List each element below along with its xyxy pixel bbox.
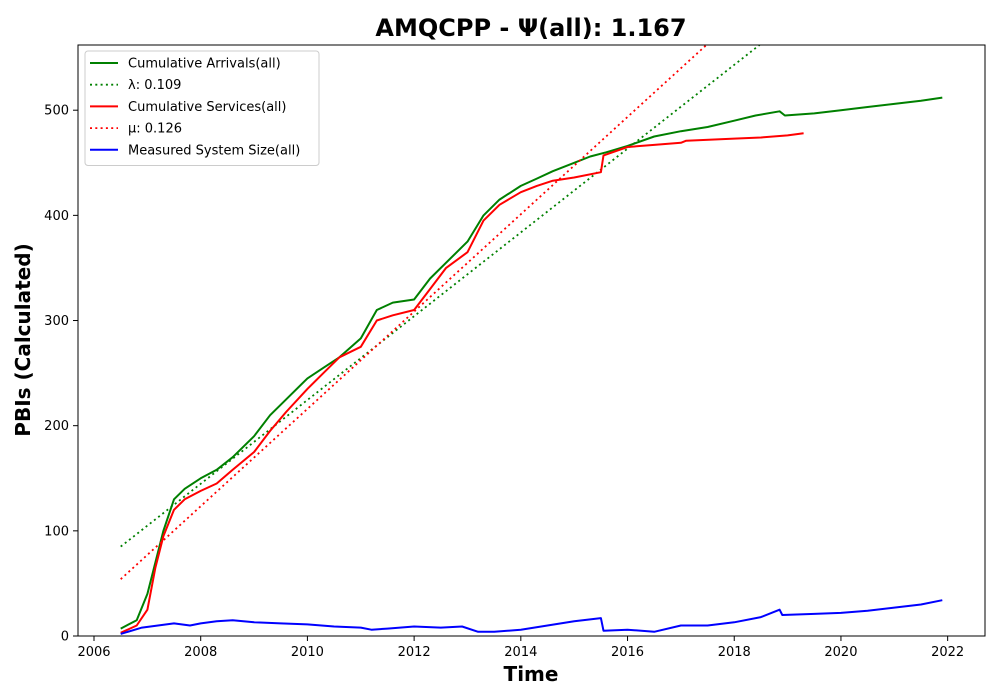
x-tick-label: 2012 bbox=[398, 645, 431, 660]
legend-label-0: Cumulative Arrivals(all) bbox=[128, 57, 281, 72]
y-tick-label: 100 bbox=[44, 524, 69, 539]
x-tick-label: 2018 bbox=[718, 645, 751, 660]
legend-label-4: Measured System Size(all) bbox=[128, 143, 300, 158]
series-line-0 bbox=[120, 96, 943, 630]
axes-frame bbox=[77, 44, 986, 637]
x-tick-label: 2016 bbox=[611, 645, 644, 660]
legend-box bbox=[84, 50, 320, 166]
y-axis-label: PBIs (Calculated) bbox=[11, 243, 35, 436]
plot-area: 2006 2008 2010 2012 2014 2016 2018 2020 2022 0 100… bbox=[44, 44, 986, 660]
x-tick-label: 2020 bbox=[824, 645, 857, 660]
legend-label-2: Cumulative Services(all) bbox=[128, 100, 286, 115]
series-line-4 bbox=[120, 599, 943, 635]
y-tick-label: 200 bbox=[44, 419, 69, 434]
chart-title: AMQCPP - Ψ(all): 1.167 bbox=[375, 14, 686, 42]
series-group bbox=[120, 45, 943, 635]
x-tick-label: 2006 bbox=[77, 645, 110, 660]
x-axis-label: Time bbox=[504, 662, 559, 686]
x-tick-label: 2014 bbox=[504, 645, 537, 660]
x-tick-label: 2010 bbox=[291, 645, 324, 660]
y-tick-label: 400 bbox=[44, 209, 69, 224]
legend-label-3: μ: 0.126 bbox=[128, 122, 182, 137]
y-tick-label: 0 bbox=[61, 630, 69, 645]
x-tick-label: 2022 bbox=[931, 645, 964, 660]
y-tick-label: 300 bbox=[44, 314, 69, 329]
y-tick-label: 500 bbox=[44, 104, 69, 119]
legend-label-1: λ: 0.109 bbox=[128, 78, 181, 93]
legend: Cumulative Arrivals(all) λ: 0.109 Cumulati… bbox=[84, 50, 320, 166]
x-tick-label: 2008 bbox=[184, 645, 217, 660]
series-line-2 bbox=[120, 132, 804, 634]
